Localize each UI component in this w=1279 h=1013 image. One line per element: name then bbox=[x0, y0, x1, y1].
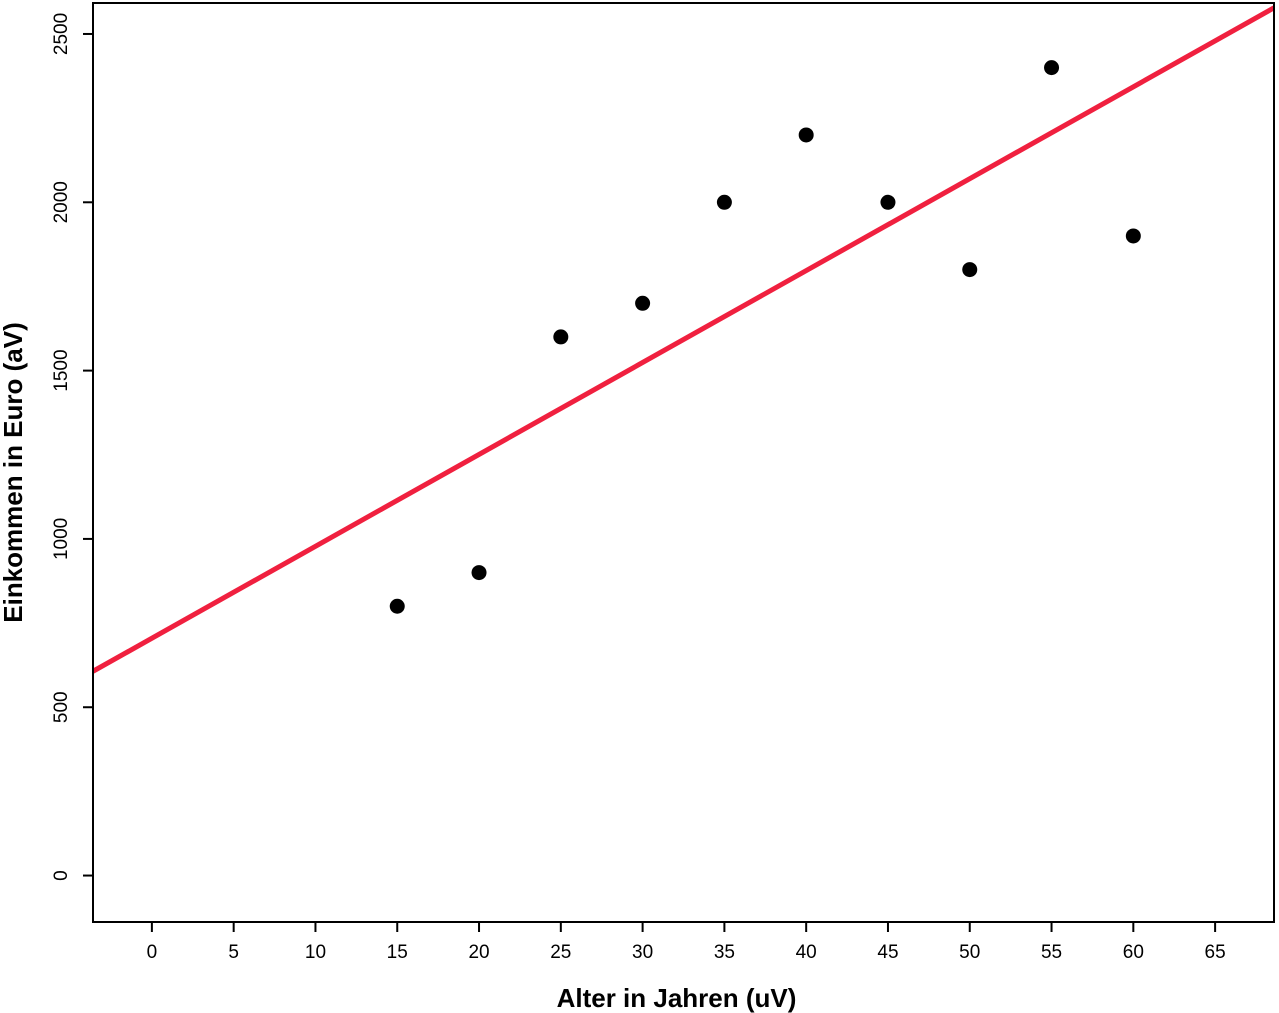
x-axis-title: Alter in Jahren (uV) bbox=[557, 983, 797, 1013]
y-tick-label: 1500 bbox=[51, 349, 72, 391]
data-point bbox=[1044, 60, 1060, 76]
x-tick-label: 40 bbox=[796, 942, 817, 963]
y-axis: 0 500 1000 1500 2000 2500 bbox=[51, 13, 93, 881]
x-tick-label: 30 bbox=[632, 942, 653, 963]
data-point bbox=[962, 262, 978, 278]
data-point bbox=[553, 329, 569, 345]
data-point bbox=[716, 194, 732, 210]
x-tick-label: 55 bbox=[1041, 942, 1062, 963]
y-tick-label: 1000 bbox=[51, 518, 72, 560]
data-point bbox=[471, 565, 487, 581]
x-tick-label: 20 bbox=[468, 942, 489, 963]
regression-line-layer bbox=[93, 5, 1274, 674]
regression-line bbox=[93, 5, 1274, 674]
y-tick-label: 2000 bbox=[51, 181, 72, 223]
x-tick-label: 50 bbox=[959, 942, 980, 963]
x-tick-label: 35 bbox=[714, 942, 735, 963]
x-tick-label: 0 bbox=[147, 942, 158, 963]
x-tick-label: 5 bbox=[228, 942, 239, 963]
x-tick-label: 45 bbox=[877, 942, 898, 963]
x-tick-label: 25 bbox=[550, 942, 571, 963]
y-tick-label: 500 bbox=[51, 691, 72, 723]
y-tick-label: 0 bbox=[51, 870, 72, 881]
data-point bbox=[389, 598, 405, 614]
plot-frame bbox=[92, 2, 1275, 923]
x-tick-label: 15 bbox=[387, 942, 408, 963]
x-tick-label: 65 bbox=[1205, 942, 1226, 963]
x-tick-label: 10 bbox=[305, 942, 326, 963]
data-points-layer bbox=[389, 60, 1141, 614]
x-axis: 0 5 10 15 20 25 30 35 40 45 50 55 60 65 bbox=[147, 922, 1226, 963]
x-tick-label: 60 bbox=[1123, 942, 1144, 963]
data-point bbox=[1125, 228, 1141, 244]
data-point bbox=[880, 194, 896, 210]
y-tick-label: 2500 bbox=[51, 13, 72, 55]
data-point bbox=[635, 295, 651, 311]
y-axis-title: Einkommen in Euro (aV) bbox=[0, 322, 28, 623]
data-point bbox=[798, 127, 814, 143]
